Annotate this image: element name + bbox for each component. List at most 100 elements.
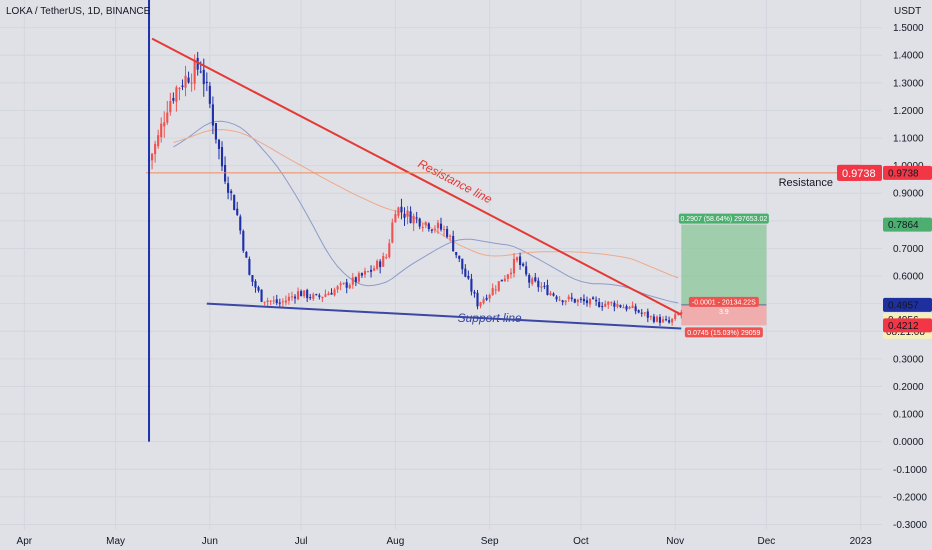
candle-up (296, 291, 300, 300)
candle-down (500, 279, 503, 282)
candle-down (205, 81, 208, 84)
entry-price-tag: 0.4957 (888, 300, 919, 311)
candle-up (184, 75, 187, 88)
candle-down (315, 294, 318, 296)
candle-down (464, 268, 467, 277)
candle-up (327, 293, 330, 296)
candles (147, 51, 683, 326)
candle-up (509, 272, 513, 275)
candle-up (373, 268, 376, 271)
candle-up (157, 135, 160, 147)
time-tick-label: Oct (573, 536, 589, 547)
candle-down (306, 289, 309, 299)
candle-down (172, 97, 175, 101)
resistance-price-tag-bg (883, 165, 932, 180)
candle-down (187, 77, 190, 83)
candle-up (388, 243, 391, 258)
candle-down (461, 258, 464, 270)
candle-down (275, 299, 278, 304)
candle-up (479, 302, 482, 307)
time-tick-label: Sep (481, 536, 499, 547)
candle-up (412, 215, 415, 224)
candle-down (473, 291, 476, 294)
support-line-label: Support line (458, 311, 522, 325)
candle-down (646, 311, 649, 318)
candle-down (427, 223, 430, 230)
candle-down (598, 301, 601, 307)
candle-up (549, 292, 552, 296)
candle-up (515, 257, 519, 261)
candle-up (531, 278, 534, 285)
support-trendline (206, 302, 682, 330)
candle-up (348, 285, 351, 289)
position-zones (681, 224, 767, 326)
candle-down (522, 263, 525, 266)
entry-stats-label-bg (688, 296, 759, 307)
candle-up (178, 88, 181, 90)
candle-down (592, 297, 595, 300)
candle-up (363, 270, 367, 275)
candle-down (245, 251, 248, 258)
candle-up (558, 299, 561, 301)
candle-down (330, 292, 333, 295)
candle-down (278, 302, 281, 304)
time-tick-label: Jun (202, 536, 218, 547)
candle-down (415, 217, 418, 219)
candle-up (394, 214, 397, 223)
candle-down (196, 57, 199, 70)
candle-down (658, 317, 662, 323)
candle-up (604, 303, 607, 307)
candle-up (406, 210, 409, 217)
candle-down (439, 223, 443, 230)
candle-up (655, 316, 659, 322)
stop-zone (681, 304, 767, 326)
candle-up (269, 300, 272, 302)
candle-up (357, 273, 360, 282)
candle-up (339, 283, 342, 286)
candle-down (309, 297, 312, 299)
candle-up (436, 222, 440, 229)
candle-down (601, 306, 604, 308)
candle-down (625, 306, 628, 310)
candle-down (400, 206, 403, 213)
candle-up (163, 122, 166, 127)
candle-down (595, 299, 598, 302)
candle-down (409, 211, 412, 223)
candle-up (160, 123, 163, 138)
candle-down (236, 208, 239, 215)
candle-down (525, 266, 528, 275)
candle-up (588, 298, 592, 305)
candle-up (643, 312, 646, 314)
price-axis[interactable]: 1.50001.40001.30001.20001.10001.00000.90… (883, 23, 932, 531)
candle-up (567, 296, 570, 300)
target-price-tag-bg (883, 217, 932, 232)
candle-down (293, 296, 297, 299)
candle-up (190, 82, 193, 84)
candle-up (166, 112, 169, 123)
candle-down (181, 85, 184, 88)
candle-up (324, 294, 327, 297)
candle-up (576, 299, 579, 303)
trendlines (145, 0, 882, 442)
candle-up (290, 296, 294, 298)
candle-up (385, 257, 388, 259)
candle-up (506, 274, 509, 279)
candle-down (239, 216, 242, 231)
candle-down (202, 69, 205, 85)
price-tick-label: -0.1000 (893, 465, 927, 476)
candle-up (622, 307, 625, 309)
price-tick-label: 0.2000 (893, 382, 924, 393)
candle-down (552, 293, 555, 296)
time-tick-label: May (106, 536, 125, 547)
candle-up (503, 278, 506, 282)
candle-up (482, 299, 485, 304)
time-axis[interactable]: Apr May Jun Jul Aug Sep Oct Nov Dec 2023 (17, 536, 873, 547)
price-tick-label: -0.3000 (893, 520, 927, 531)
candle-down (467, 275, 470, 279)
candle-down (220, 147, 224, 167)
candle-down (211, 104, 214, 126)
candle-down (458, 255, 461, 259)
candle-up (540, 286, 543, 288)
